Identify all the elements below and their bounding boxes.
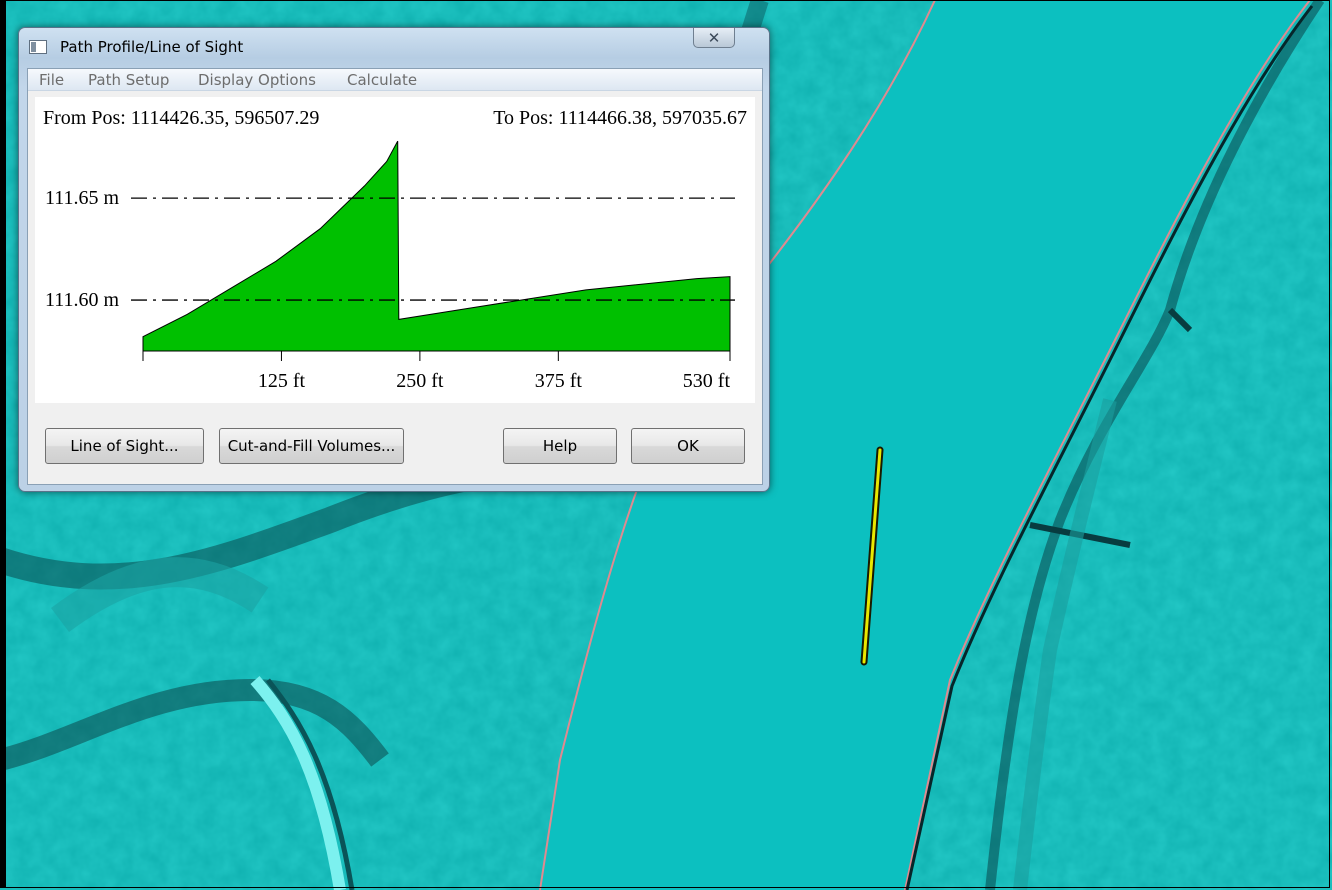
line-of-sight-button[interactable]: Line of Sight... <box>45 428 204 464</box>
path-profile-dialog[interactable]: Path Profile/Line of Sight ✕ File Path S… <box>18 27 770 492</box>
x-tick-label-3: 530 ft <box>683 370 731 392</box>
right-shoreline <box>904 0 1311 890</box>
cut-and-fill-label: Cut-and-Fill Volumes... <box>227 437 396 455</box>
close-button[interactable]: ✕ <box>693 28 735 48</box>
reference-line-label-1: 111.60 m <box>45 289 120 311</box>
terrain-profile-area <box>142 140 731 352</box>
close-icon: ✕ <box>707 29 721 47</box>
profile-plot: From Pos: 1114426.35, 596507.29 To Pos: … <box>35 97 755 403</box>
menu-file[interactable]: File <box>39 71 65 89</box>
profile-chart: From Pos: 1114426.35, 596507.29 To Pos: … <box>43 107 747 392</box>
profile-path-line-fill <box>862 448 882 664</box>
menu-bar: File Path Setup Display Options Calculat… <box>28 69 762 91</box>
ok-button[interactable]: OK <box>631 428 745 464</box>
menu-display-options[interactable]: Display Options <box>198 71 316 89</box>
title-bar[interactable]: Path Profile/Line of Sight ✕ <box>19 28 769 68</box>
x-tick-label-2: 375 ft <box>535 370 583 392</box>
app-window-icon <box>29 40 47 54</box>
from-pos-label: From Pos: 1114426.35, 596507.29 <box>43 107 319 129</box>
x-tick-label-0: 125 ft <box>258 370 306 392</box>
line-of-sight-label: Line of Sight... <box>70 437 179 455</box>
cut-and-fill-button[interactable]: Cut-and-Fill Volumes... <box>219 428 404 464</box>
window-title: Path Profile/Line of Sight <box>60 38 244 56</box>
dialog-client-area: File Path Setup Display Options Calculat… <box>27 68 763 485</box>
help-button[interactable]: Help <box>503 428 617 464</box>
to-pos-label: To Pos: 1114466.38, 597035.67 <box>493 107 747 129</box>
x-tick-label-1: 250 ft <box>396 370 444 392</box>
ok-label: OK <box>677 437 699 455</box>
menu-path-setup[interactable]: Path Setup <box>88 71 170 89</box>
help-label: Help <box>542 437 578 455</box>
reference-line-label-0: 111.65 m <box>45 187 120 209</box>
menu-calculate[interactable]: Calculate <box>347 71 418 89</box>
